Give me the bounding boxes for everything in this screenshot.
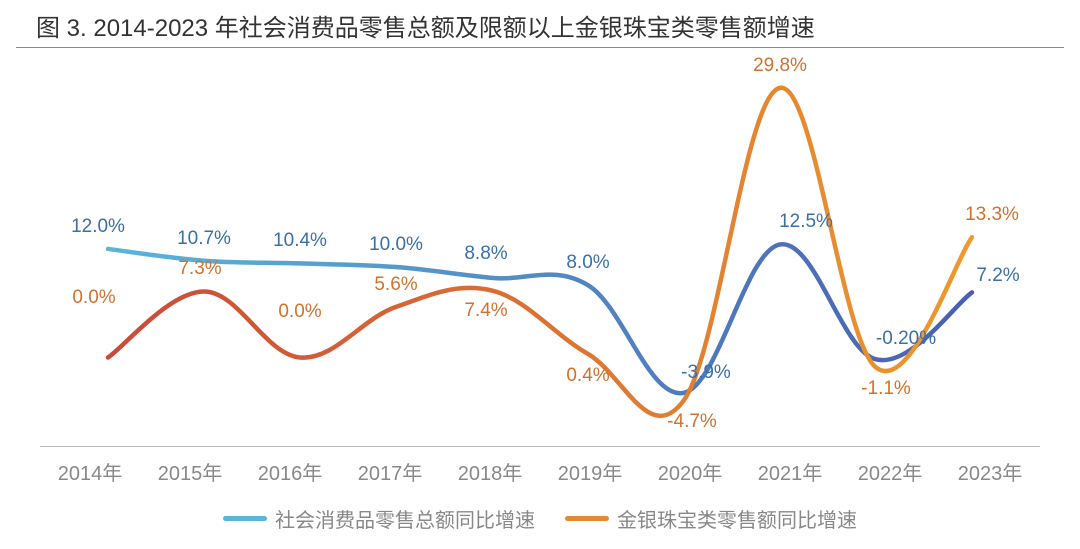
x-axis-label: 2018年 [440,457,540,486]
data-label: 7.4% [464,300,507,322]
legend: 社会消费品零售总额同比增速 金银珠宝类零售额同比增速 [0,504,1080,533]
x-axis-label: 2023年 [940,457,1040,486]
legend-item-2: 金银珠宝类零售额同比增速 [565,504,857,533]
chart-area: 2014年2015年2016年2017年2018年2019年2020年2021年… [40,68,1040,448]
x-axis-label: 2020年 [640,457,740,486]
x-axis-label: 2017年 [340,457,440,486]
legend-label-1: 社会消费品零售总额同比增速 [275,504,535,533]
legend-swatch-2 [565,516,609,521]
data-label: 8.8% [464,243,507,265]
data-label: -0.20% [876,328,936,350]
data-label: 13.3% [965,204,1019,226]
data-label: -1.1% [861,378,911,400]
data-label: 10.0% [369,234,423,256]
data-label: 8.0% [566,252,609,274]
x-axis-label: 2015年 [140,457,240,486]
legend-item-1: 社会消费品零售总额同比增速 [223,504,535,533]
legend-swatch-1 [223,516,267,521]
data-label: 7.3% [178,258,221,280]
data-label: 0.0% [278,301,321,323]
data-label: -3.9% [681,362,731,384]
data-label: 10.7% [177,228,231,250]
chart-title: 图 3. 2014-2023 年社会消费品零售总额及限额以上金银珠宝类零售额增速 [16,0,1064,48]
data-label: 0.0% [72,287,115,309]
x-axis-label: 2021年 [740,457,840,486]
data-label: 29.8% [753,55,807,77]
x-axis-label: 2022年 [840,457,940,486]
x-axis-label: 2016年 [240,457,340,486]
series-line-1 [108,88,972,416]
data-label: 10.4% [273,230,327,252]
legend-label-2: 金银珠宝类零售额同比增速 [617,504,857,533]
data-label: 5.6% [374,274,417,296]
data-label: 0.4% [566,365,609,387]
data-label: -4.7% [667,411,717,433]
data-label: 12.0% [71,216,125,238]
x-axis-label: 2019年 [540,457,640,486]
x-axis-line [40,446,1040,447]
data-label: 7.2% [976,265,1019,287]
x-axis-label: 2014年 [40,457,140,486]
data-label: 12.5% [779,211,833,233]
x-axis-labels: 2014年2015年2016年2017年2018年2019年2020年2021年… [40,457,1040,486]
